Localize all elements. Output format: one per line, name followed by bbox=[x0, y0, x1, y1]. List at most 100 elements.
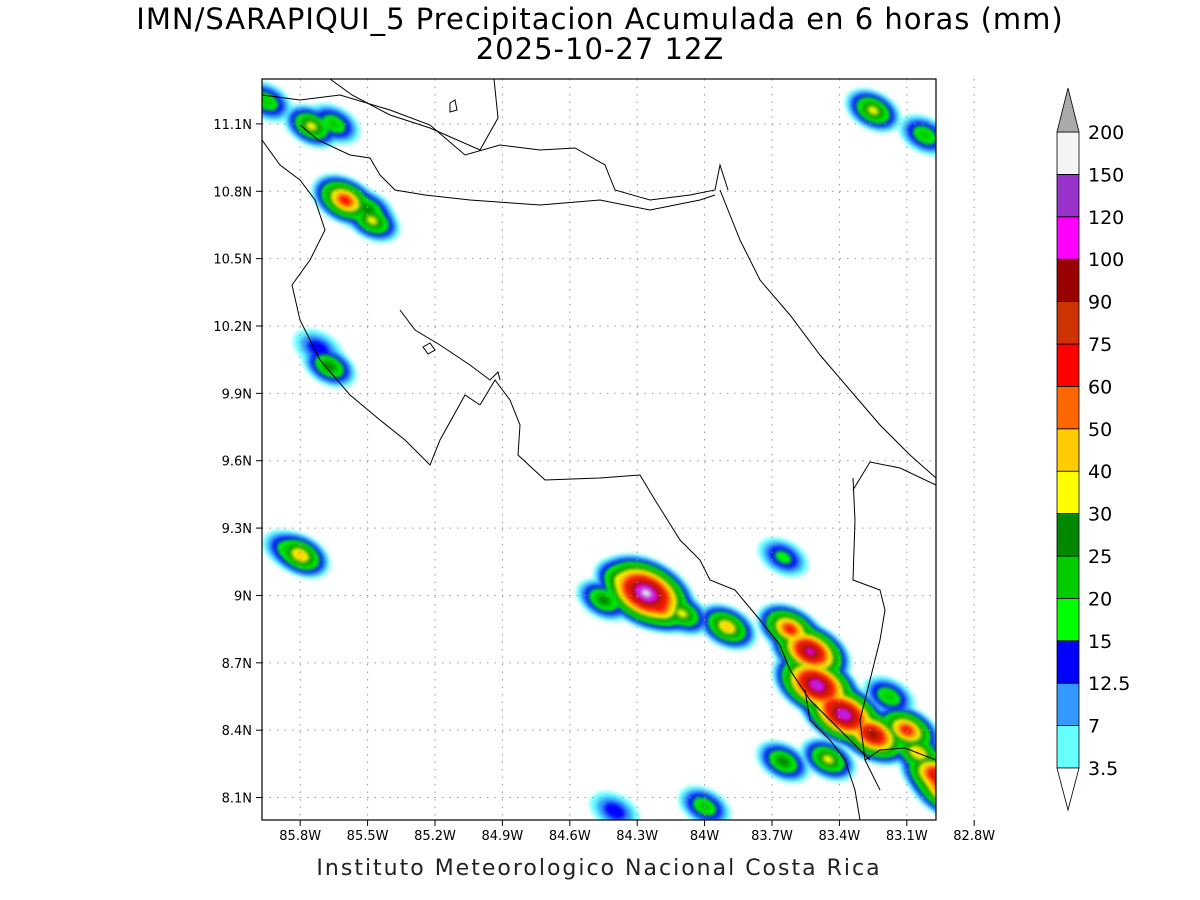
y-tick-label-0: 11.1N bbox=[213, 118, 252, 133]
colorbar-bin-6 bbox=[1056, 470, 1080, 515]
lake-nicaragua-shore bbox=[329, 79, 499, 151]
precip-cell-34-ring-13 bbox=[946, 777, 967, 795]
precip-cell-21-ring-1 bbox=[952, 764, 1019, 822]
precip-cell-30-ring-12 bbox=[805, 648, 815, 656]
colorbar-label-12: 100 bbox=[1088, 249, 1124, 271]
precip-cell-21-ring-5 bbox=[970, 779, 1001, 806]
precip-cell-22-ring-7 bbox=[294, 550, 306, 560]
precip-cell-16-ring-6 bbox=[305, 121, 318, 131]
precip-cell-9-ring-5 bbox=[597, 595, 610, 605]
colorbar-bin-11 bbox=[1056, 258, 1080, 303]
precip-cell-21-ring-2 bbox=[956, 768, 1014, 818]
colorbar-label-5: 25 bbox=[1088, 546, 1112, 568]
precip-cell-13-ring-6 bbox=[676, 609, 688, 618]
x-axis: 85.8W 85.5W 85.2W 84.9W 84.6W 84.3W 84W 83.7W 83… bbox=[279, 820, 995, 844]
y-tick-label-10: 8.1N bbox=[222, 792, 252, 807]
y-tick-label-1: 10.8N bbox=[213, 185, 252, 200]
burica-coast bbox=[864, 747, 936, 761]
x-tick-label-7: 83.7W bbox=[751, 829, 793, 844]
precip-cell-10-ring-5 bbox=[776, 756, 790, 767]
colorbar-bin-5 bbox=[1056, 513, 1080, 557]
colorbar-label-9: 60 bbox=[1088, 376, 1112, 398]
plot-frame bbox=[261, 78, 937, 821]
y-tick-label-2: 10.5N bbox=[213, 253, 252, 268]
precip-cell-21-ring-7 bbox=[979, 787, 992, 799]
x-tick-label-9: 83.1W bbox=[886, 829, 928, 844]
nicoya-pacific-coast bbox=[262, 139, 481, 466]
central-pacific-coast bbox=[479, 379, 871, 761]
x-tick-label-0: 85.8W bbox=[279, 829, 321, 844]
colorbar-label-1: 7 bbox=[1088, 716, 1100, 738]
y-tick-label-8: 8.7N bbox=[222, 657, 252, 672]
colorbar-label-7: 40 bbox=[1088, 461, 1112, 483]
costa-rica-caribbean-coast bbox=[719, 189, 936, 479]
nicaragua-caribbean-coast bbox=[262, 94, 729, 201]
colorbar-label-15: 200 bbox=[1088, 122, 1124, 144]
precip-cell-17-ring-6 bbox=[867, 106, 879, 115]
nicoya-island bbox=[422, 342, 436, 355]
map-subtitle: 2025-10-27 12Z bbox=[475, 32, 725, 66]
precipitation-field bbox=[262, 80, 1024, 826]
colorbar-bin-10 bbox=[1056, 301, 1080, 345]
x-tick-label-4: 84.6W bbox=[549, 829, 591, 844]
precip-cell-26-ring-9 bbox=[340, 196, 350, 205]
precip-cell-7-ring-4 bbox=[262, 95, 274, 108]
precip-cell-21-ring-6 bbox=[974, 783, 996, 802]
colorbar-bin-1 bbox=[1056, 682, 1080, 727]
colorbar-bin-8 bbox=[1056, 385, 1080, 430]
y-tick-label-4: 9.9N bbox=[222, 387, 252, 402]
precip-cell-34-ring-10 bbox=[934, 767, 979, 806]
precip-cell-0-ring-2 bbox=[604, 802, 626, 820]
precip-cell-11-ring-5 bbox=[361, 204, 374, 215]
precip-cell-21-ring-0 bbox=[948, 760, 1024, 826]
colorbar-label-0: 3.5 bbox=[1088, 758, 1118, 780]
colorbar-bin-14 bbox=[1056, 131, 1080, 175]
colorbar-label-4: 20 bbox=[1088, 588, 1112, 610]
precip-cell-21-ring-4 bbox=[965, 776, 1005, 811]
x-tick-label-6: 84W bbox=[690, 829, 720, 844]
gulf-of-nicoya-coast bbox=[399, 309, 501, 381]
colorbar-bin-7 bbox=[1056, 428, 1080, 472]
osa-peninsula-coast bbox=[804, 689, 861, 820]
precip-cell-34-ring-9 bbox=[935, 769, 936, 803]
y-tick-label-3: 10.2N bbox=[213, 320, 252, 335]
precip-cell-15-ring-6 bbox=[366, 216, 378, 225]
map-title: IMN/SARAPIQUI_5 Precipitacion Acumulada … bbox=[136, 2, 1064, 36]
x-tick-label-1: 85.5W bbox=[347, 829, 389, 844]
colorbar-label-10: 75 bbox=[1088, 334, 1112, 356]
colorbar-legend: 3.5 7 12.5 15 20 25 30 40 50 60 75 90 100 120 150 200 bbox=[1056, 87, 1130, 812]
precip-cell-33-ring-14 bbox=[641, 589, 652, 598]
y-axis: 11.1N 10.8N 10.5N 10.2N 9.9N 9.6N 9.3N 9N 8.7N 8.… bbox=[213, 118, 262, 807]
colorbar-label-8: 50 bbox=[1088, 419, 1112, 441]
colorbar-bin-9 bbox=[1056, 343, 1080, 387]
colorbar-label-2: 12.5 bbox=[1088, 673, 1130, 695]
precip-cell-21-ring-3 bbox=[961, 772, 1010, 815]
precip-cell-31-ring-13 bbox=[812, 681, 822, 689]
colorbar-bin-3 bbox=[1056, 598, 1080, 642]
y-tick-label-6: 9.3N bbox=[222, 522, 252, 537]
costa-rica-nicaragua-border bbox=[299, 124, 716, 211]
colorbar-bin-0 bbox=[1056, 725, 1080, 769]
precip-cell-24-ring-9 bbox=[785, 625, 795, 633]
coastline-layer bbox=[262, 79, 936, 820]
precip-cell-12-ring-5 bbox=[323, 361, 336, 372]
x-tick-label-3: 84.9W bbox=[481, 829, 523, 844]
precip-cell-25-ring-9 bbox=[901, 726, 912, 734]
colorbar-bin-12 bbox=[1056, 216, 1080, 260]
precip-cell-32-ring-13 bbox=[839, 710, 849, 719]
precip-cell-8-ring-4 bbox=[881, 690, 896, 703]
precip-cell-34-ring-11 bbox=[938, 770, 975, 802]
bocas-coast bbox=[852, 461, 936, 491]
precip-cell-34-ring-12 bbox=[942, 774, 971, 799]
colorbar-low-triangle bbox=[1056, 767, 1080, 812]
ometepe-island bbox=[449, 99, 458, 113]
y-tick-label-5: 9.6N bbox=[222, 455, 252, 470]
colorbar-label-13: 120 bbox=[1088, 207, 1124, 229]
y-tick-label-9: 8.4N bbox=[222, 724, 252, 739]
y-tick-label-7: 9N bbox=[234, 589, 252, 604]
x-tick-label-8: 83.4W bbox=[818, 829, 860, 844]
precip-cell-14-ring-6 bbox=[822, 754, 834, 764]
colorbar-high-triangle bbox=[1056, 87, 1080, 133]
precip-cell-29-ring-11 bbox=[868, 730, 878, 739]
